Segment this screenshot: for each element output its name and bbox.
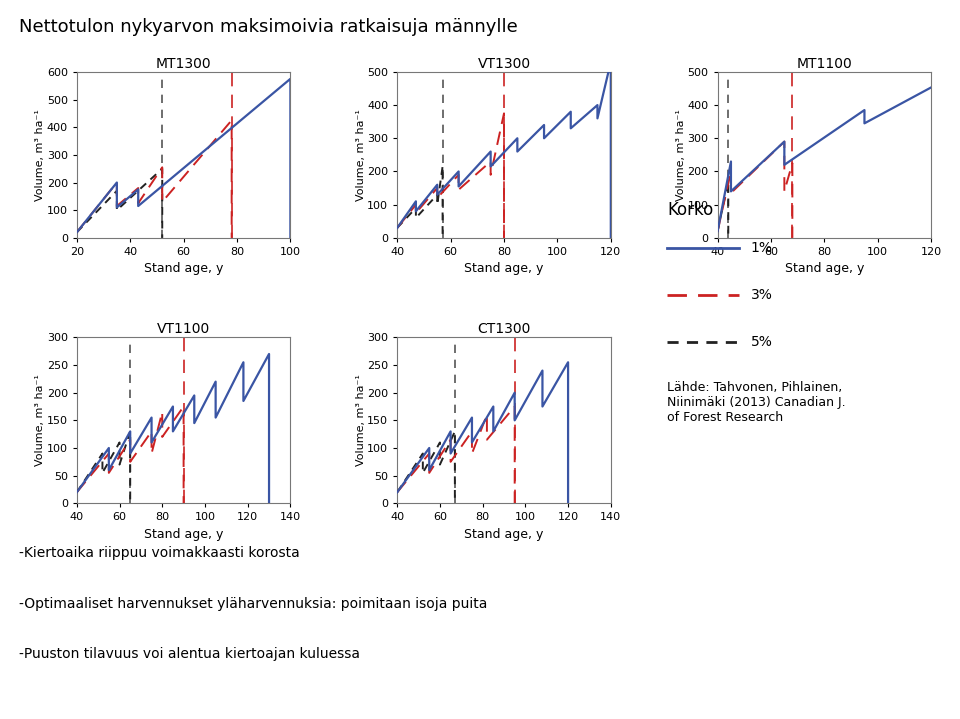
Title: CT1300: CT1300 <box>477 322 531 336</box>
Y-axis label: Volume, m³ ha⁻¹: Volume, m³ ha⁻¹ <box>355 375 366 467</box>
Title: MT1100: MT1100 <box>797 57 852 70</box>
Y-axis label: Volume, m³ ha⁻¹: Volume, m³ ha⁻¹ <box>36 375 45 467</box>
Title: VT1300: VT1300 <box>477 57 531 70</box>
Text: -Kiertoaika riippuu voimakkaasti korosta: -Kiertoaika riippuu voimakkaasti korosta <box>19 546 300 560</box>
Text: 5%: 5% <box>751 334 773 349</box>
X-axis label: Stand age, y: Stand age, y <box>144 262 224 275</box>
Title: MT1300: MT1300 <box>156 57 211 70</box>
X-axis label: Stand age, y: Stand age, y <box>465 262 543 275</box>
X-axis label: Stand age, y: Stand age, y <box>144 528 224 541</box>
Text: Korko: Korko <box>667 201 713 219</box>
Text: Lähde: Tahvonen, Pihlainen,
Niinimäki (2013) Canadian J.
of Forest Research: Lähde: Tahvonen, Pihlainen, Niinimäki (2… <box>667 381 846 424</box>
Y-axis label: Volume, m³ ha⁻¹: Volume, m³ ha⁻¹ <box>36 109 45 201</box>
Title: VT1100: VT1100 <box>157 322 210 336</box>
X-axis label: Stand age, y: Stand age, y <box>465 528 543 541</box>
Text: -Puuston tilavuus voi alentua kiertoajan kuluessa: -Puuston tilavuus voi alentua kiertoajan… <box>19 647 360 661</box>
Text: 3%: 3% <box>751 288 773 302</box>
X-axis label: Stand age, y: Stand age, y <box>784 262 864 275</box>
Y-axis label: Volume, m³ ha⁻¹: Volume, m³ ha⁻¹ <box>676 109 686 201</box>
Text: -Optimaaliset harvennukset yläharvennuksia: poimitaan isoja puita: -Optimaaliset harvennukset yläharvennuks… <box>19 597 488 610</box>
Text: 1%: 1% <box>751 241 773 255</box>
Y-axis label: Volume, m³ ha⁻¹: Volume, m³ ha⁻¹ <box>355 109 366 201</box>
Text: Nettotulon nykyarvon maksimoivia ratkaisuja männylle: Nettotulon nykyarvon maksimoivia ratkais… <box>19 18 518 36</box>
